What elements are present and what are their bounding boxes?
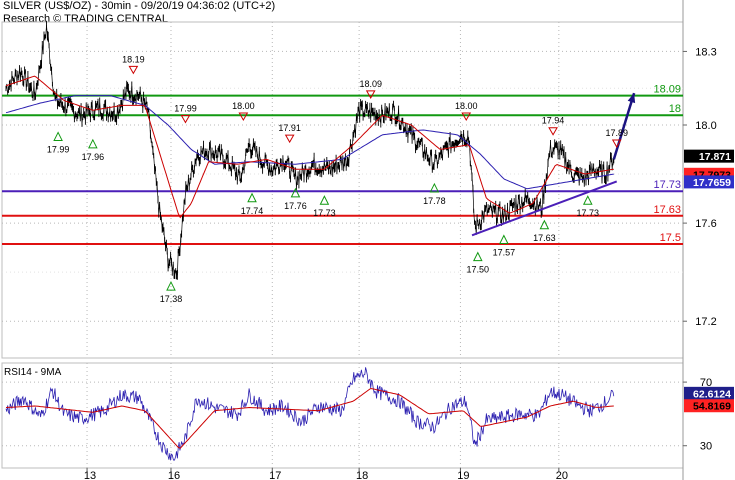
trough-label: 17.50 <box>467 265 490 275</box>
trough-marker <box>539 219 550 230</box>
rsi-panel-frame <box>1 362 684 469</box>
trough-label: 17.38 <box>160 294 183 304</box>
peak-marker <box>284 134 295 144</box>
trough-label: 17.63 <box>533 233 556 243</box>
rsi-tick-label: 30 <box>700 441 712 453</box>
peak-label: 17.89 <box>605 128 628 138</box>
peak-marker <box>611 139 622 148</box>
price-line <box>5 25 615 276</box>
trough-marker <box>247 192 257 203</box>
x-tick-label: 19 <box>457 470 469 480</box>
trough-marker <box>319 195 330 205</box>
peak-marker <box>548 127 558 136</box>
trough-marker <box>88 138 98 149</box>
chart-title: SILVER (US$/OZ) - 30min - 09/20/19 04:36… <box>3 0 276 12</box>
trough-label: 17.57 <box>493 247 516 257</box>
rsi-tag-box <box>684 399 734 413</box>
price-tag-label: 17.7659 <box>693 177 731 189</box>
rsi-tag-label: 62.6124 <box>693 388 731 400</box>
peak-marker <box>238 112 249 122</box>
price-tick-label: 17.2 <box>695 316 716 328</box>
x-tick-label: 20 <box>556 470 568 480</box>
trough-marker <box>290 187 301 198</box>
x-tick-label: 17 <box>269 470 281 480</box>
trough-label: 17.99 <box>47 144 70 154</box>
x-tick-label: 18 <box>356 470 368 480</box>
trough-marker <box>429 182 440 193</box>
level-label: 18 <box>669 103 681 115</box>
rsi-tag-label: 54.8169 <box>693 401 731 413</box>
trough-label: 17.73 <box>313 208 336 218</box>
projection-arrow-head <box>627 93 636 104</box>
level-label: 18.09 <box>653 84 681 96</box>
x-tick-label: 13 <box>84 470 96 480</box>
peak-marker <box>180 114 191 124</box>
level-label: 17.73 <box>653 179 681 191</box>
peak-marker <box>128 65 139 75</box>
trough-marker <box>166 280 176 291</box>
rsi-signal-line <box>5 387 614 449</box>
peak-label: 17.99 <box>174 103 197 113</box>
rsi-line <box>5 367 615 462</box>
peak-label: 18.19 <box>122 54 145 64</box>
peak-label: 18.09 <box>359 79 382 89</box>
trough-label: 17.96 <box>82 152 105 162</box>
price-tick-label: 18.0 <box>695 120 716 132</box>
price-tag-label: 17.871 <box>699 151 731 163</box>
trough-marker <box>472 251 483 262</box>
rsi-tick-label: 70 <box>700 377 712 389</box>
peak-marker <box>461 112 472 122</box>
price-tick-label: 18.3 <box>695 46 716 58</box>
peak-label: 18.00 <box>232 101 255 111</box>
rsi-tag-box <box>684 386 734 400</box>
level-label: 17.5 <box>660 232 681 244</box>
rsi-title: RSI14 - 9MA <box>4 367 62 378</box>
level-label: 17.63 <box>653 204 681 216</box>
trough-label: 17.78 <box>423 196 446 206</box>
peak-label: 17.91 <box>278 123 301 133</box>
slow-moving-average-line <box>5 95 614 190</box>
price-tag-box <box>684 149 734 163</box>
peak-marker <box>365 90 376 99</box>
price-panel-frame <box>1 21 684 359</box>
trough-marker <box>582 195 593 205</box>
trough-marker <box>53 131 63 141</box>
price-tag-box <box>684 175 734 189</box>
support-trendline <box>471 180 618 237</box>
peak-label: 18.00 <box>455 101 478 111</box>
price-bars <box>5 20 615 280</box>
fast-moving-average-line <box>5 75 614 219</box>
trough-label: 17.76 <box>284 201 307 211</box>
trough-label: 17.74 <box>241 206 264 216</box>
peak-label: 17.94 <box>542 116 565 126</box>
price-tick-label: 17.6 <box>695 218 716 230</box>
projection-arrow-shaft <box>612 92 636 160</box>
trough-label: 17.73 <box>577 208 600 218</box>
x-tick-label: 16 <box>168 470 180 480</box>
trough-marker <box>499 234 509 244</box>
